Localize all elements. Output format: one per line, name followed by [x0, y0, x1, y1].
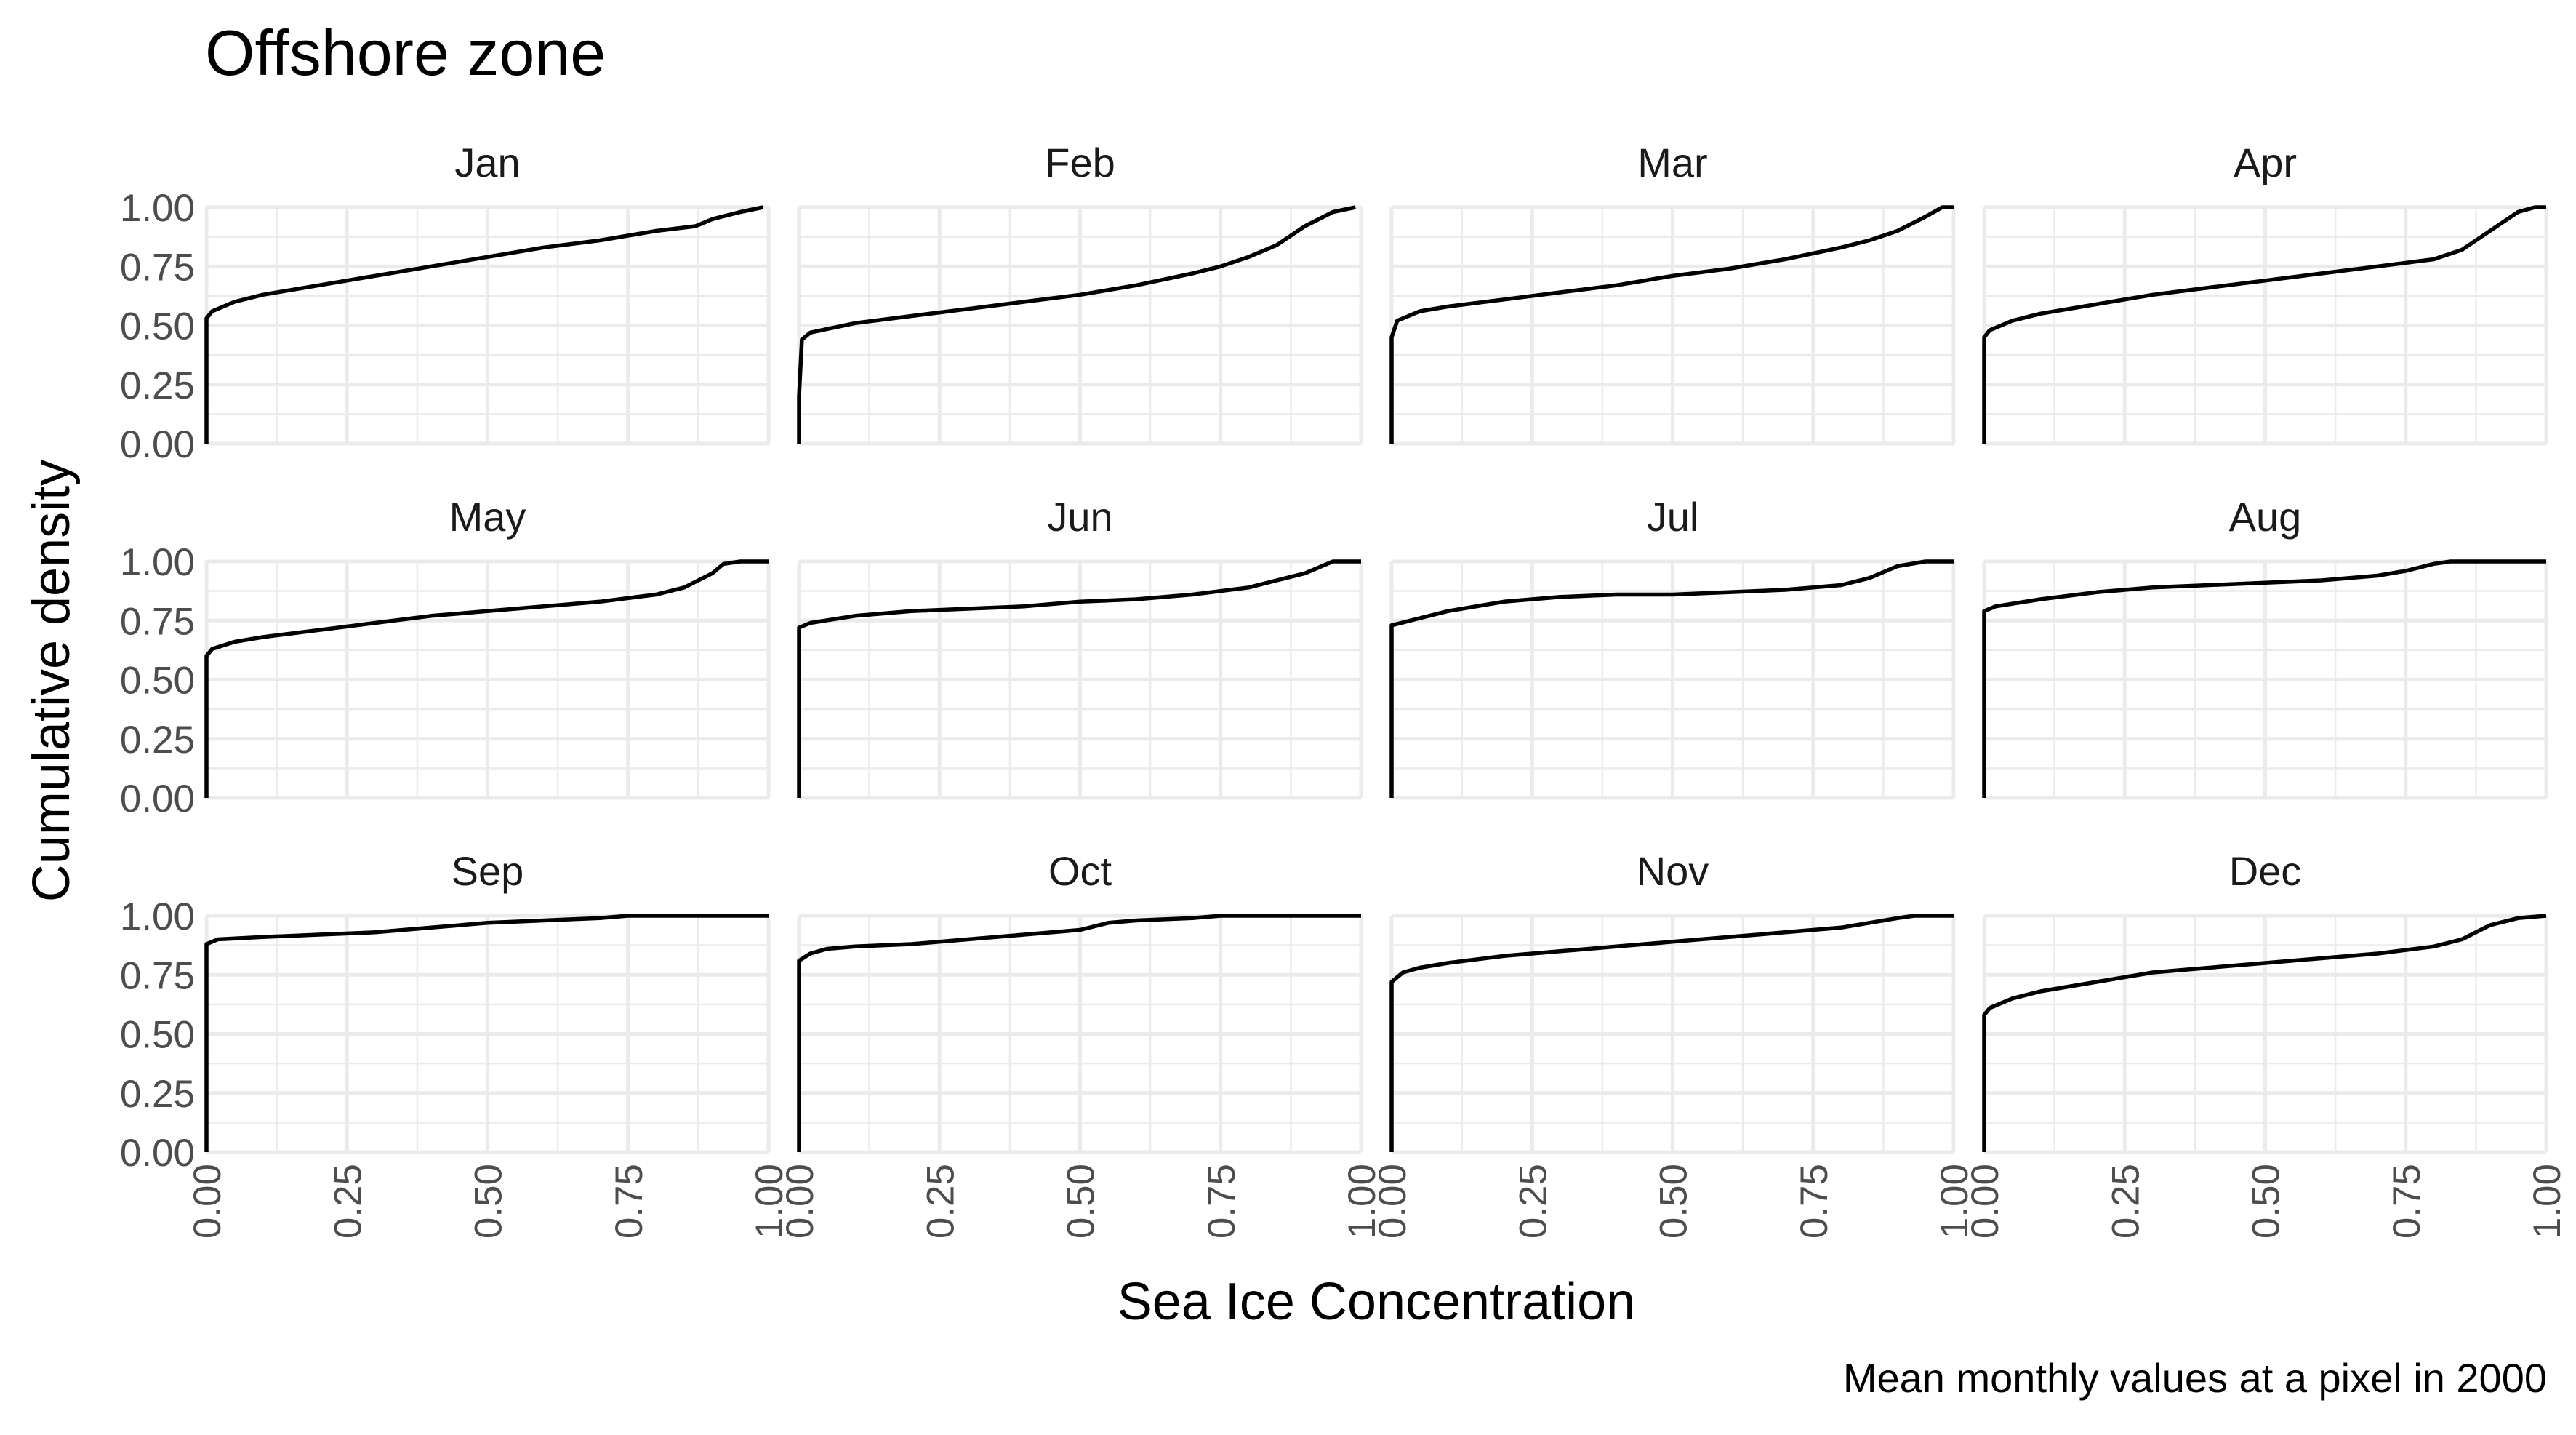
facet-panel-mar: Mar	[1389, 140, 1956, 446]
y-tick-label: 0.00	[120, 423, 195, 466]
facet-label-feb: Feb	[1045, 140, 1115, 185]
facet-label-jan: Jan	[454, 140, 520, 185]
y-tick-label: 1.00	[120, 895, 195, 938]
y-axis-ticks: 0.00 0.25 0.50 0.75 1.00 0.00 0.25 0.50 0.75 1.00…	[120, 187, 195, 1175]
facet-panels: Jan Feb Mar Apr May Jun Jul Aug Sep Oct Nov Dec	[204, 140, 2548, 1154]
x-tick-label: 0.25	[326, 1164, 369, 1239]
y-axis-title: Cumulative density	[23, 460, 81, 902]
y-tick-label: 0.50	[120, 660, 195, 703]
x-axis-title: Sea Ice Concentration	[1118, 1273, 1635, 1331]
facet-panel-jul: Jul	[1389, 494, 1956, 800]
x-tick-label: 0.50	[1653, 1164, 1696, 1239]
facet-panel-jun: Jun	[797, 494, 1363, 800]
y-tick-label: 0.50	[120, 1014, 195, 1057]
y-tick-label: 0.25	[120, 1073, 195, 1116]
ecdf-line-may	[204, 559, 769, 798]
x-tick-label: 1.00	[1933, 1164, 1976, 1239]
x-axis-ticks: 0.00 0.25 0.50 0.75 1.000.00 0.25 0.50 0.75 1.00…	[186, 1164, 2569, 1239]
ecdf-line-nov	[1389, 914, 1954, 1152]
facet-panel-may: May	[204, 494, 771, 800]
ecdf-line-aug	[1982, 559, 2546, 798]
ecdf-line-apr	[1982, 205, 2546, 444]
facet-label-sep: Sep	[452, 848, 524, 894]
facet-label-oct: Oct	[1048, 848, 1112, 894]
facet-label-apr: Apr	[2234, 140, 2297, 185]
facet-label-nov: Nov	[1637, 848, 1709, 894]
x-tick-label: 0.00	[779, 1164, 822, 1239]
x-tick-label: 0.00	[1964, 1164, 2007, 1239]
facet-panel-apr: Apr	[1982, 140, 2548, 446]
chart-title: Offshore zone	[205, 17, 606, 89]
x-tick-label: 0.75	[2386, 1164, 2428, 1239]
y-tick-label: 1.00	[120, 541, 195, 584]
y-tick-label: 0.25	[120, 364, 195, 407]
ecdf-line-jan	[204, 205, 763, 444]
facet-panel-oct: Oct	[797, 848, 1363, 1154]
facet-panel-feb: Feb	[797, 140, 1363, 446]
ecdf-line-sep	[204, 914, 769, 1152]
ecdf-line-mar	[1389, 205, 1954, 444]
x-tick-label: 0.50	[1060, 1164, 1103, 1239]
facet-panel-dec: Dec	[1982, 848, 2548, 1154]
x-tick-label: 0.50	[468, 1164, 510, 1239]
x-tick-label: 1.00	[1341, 1164, 1384, 1239]
ecdf-line-oct	[797, 914, 1361, 1152]
x-tick-label: 0.25	[919, 1164, 962, 1239]
facet-label-jul: Jul	[1647, 494, 1699, 540]
x-tick-label: 0.75	[1793, 1164, 1836, 1239]
facet-label-aug: Aug	[2229, 494, 2302, 540]
y-tick-label: 0.00	[120, 1132, 195, 1175]
x-tick-label: 0.25	[1512, 1164, 1554, 1239]
x-tick-label: 0.25	[2104, 1164, 2147, 1239]
y-tick-label: 0.75	[120, 246, 195, 289]
x-tick-label: 0.50	[2245, 1164, 2288, 1239]
y-tick-label: 0.50	[120, 305, 195, 348]
x-tick-label: 0.00	[186, 1164, 229, 1239]
y-tick-label: 1.00	[120, 187, 195, 230]
y-tick-label: 0.00	[120, 778, 195, 820]
x-tick-label: 0.00	[1371, 1164, 1414, 1239]
facet-label-mar: Mar	[1637, 140, 1707, 185]
chart-caption: Mean monthly values at a pixel in 2000	[1843, 1355, 2547, 1401]
x-tick-label: 1.00	[748, 1164, 791, 1239]
facet-panel-sep: Sep	[204, 848, 771, 1154]
ecdf-line-feb	[797, 205, 1356, 444]
facet-panel-jan: Jan	[204, 140, 771, 446]
x-tick-label: 1.00	[2526, 1164, 2569, 1239]
ecdf-line-jun	[797, 559, 1361, 798]
facet-label-jun: Jun	[1047, 494, 1112, 540]
y-tick-label: 0.25	[120, 719, 195, 762]
x-tick-label: 0.75	[608, 1164, 651, 1239]
facet-label-dec: Dec	[2229, 848, 2302, 894]
y-tick-label: 0.75	[120, 954, 195, 997]
ecdf-line-dec	[1982, 914, 2547, 1152]
y-tick-label: 0.75	[120, 600, 195, 643]
facet-panel-nov: Nov	[1389, 848, 1956, 1154]
ecdf-line-jul	[1389, 559, 1954, 798]
x-tick-label: 0.75	[1200, 1164, 1243, 1239]
facet-panel-aug: Aug	[1982, 494, 2548, 800]
facet-label-may: May	[449, 494, 526, 540]
